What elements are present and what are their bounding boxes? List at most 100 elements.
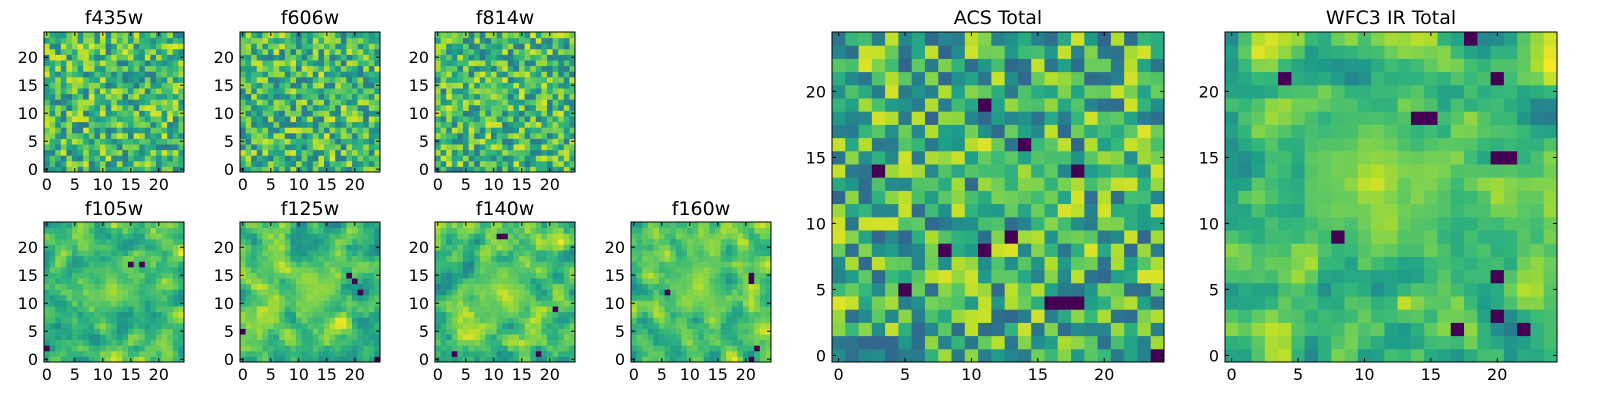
heatmap-cell [167, 138, 174, 145]
heatmap-cell [245, 127, 252, 134]
heatmap-cell [653, 266, 660, 273]
heatmap-cell [703, 272, 710, 279]
heatmap-cell [703, 238, 710, 245]
heatmap-cell [1004, 230, 1019, 244]
heatmap-cell [642, 222, 649, 229]
heatmap-cell [491, 88, 498, 95]
heatmap-cell [83, 104, 90, 111]
heatmap-cell [312, 99, 319, 106]
heatmap-cell [911, 150, 926, 165]
heatmap-cell [128, 283, 135, 290]
heatmap-cell [1031, 282, 1045, 297]
heatmap-cell [569, 37, 576, 44]
heatmap-cell [502, 328, 509, 335]
heatmap-cell [541, 255, 548, 262]
heatmap-cell [519, 311, 526, 318]
heatmap-cell [748, 222, 755, 229]
heatmap-cell [55, 255, 62, 262]
heatmap-cell [368, 334, 375, 341]
heatmap-cell [507, 71, 514, 78]
heatmap-cell [507, 121, 514, 128]
heatmap-cell [245, 356, 252, 363]
heatmap-cell [991, 335, 1006, 350]
heatmap-cell [1071, 296, 1085, 310]
heatmap-cell [440, 289, 447, 296]
heatmap-cell [55, 311, 62, 318]
heatmap-cell [172, 71, 179, 78]
heatmap-cell [77, 334, 84, 341]
heatmap-cell [161, 306, 168, 313]
heatmap-cell [324, 311, 331, 318]
heatmap-cell [463, 334, 470, 341]
heatmap-cell [240, 255, 247, 262]
heatmap-cell [307, 350, 314, 357]
heatmap-cell [513, 250, 520, 257]
heatmap-cell [535, 233, 542, 240]
heatmap-cell [301, 345, 308, 352]
heatmap-cell [105, 244, 112, 251]
heatmap-cell [352, 283, 359, 290]
heatmap-cell [374, 144, 381, 151]
heatmap-cell [167, 149, 174, 156]
heatmap-cell [167, 144, 174, 151]
heatmap-cell [139, 32, 146, 39]
heatmap-cell [670, 311, 677, 318]
heatmap-cell [552, 104, 559, 111]
heatmap-cell [964, 203, 979, 218]
heatmap-cell [530, 294, 537, 301]
heatmap-cell [1097, 296, 1112, 310]
heatmap-cell [178, 261, 185, 268]
heatmap-cell [524, 334, 531, 341]
heatmap-cell [530, 110, 537, 117]
heatmap-cell [832, 164, 846, 178]
heatmap-cell [1084, 256, 1099, 271]
heatmap-cell [451, 149, 458, 156]
heatmap-cell [659, 227, 666, 234]
heatmap-cell [240, 227, 247, 234]
heatmap-cell [72, 99, 79, 106]
heatmap-cell [541, 82, 548, 89]
heatmap-cell [535, 93, 542, 100]
heatmap-cell [563, 93, 570, 100]
heatmap-cell [312, 233, 319, 240]
heatmap-cell [245, 233, 252, 240]
heatmap-cell [284, 71, 291, 78]
heatmap-cell [245, 328, 252, 335]
heatmap-cell [290, 238, 297, 245]
heatmap-cell [675, 294, 682, 301]
heatmap-cell [692, 261, 699, 268]
heatmap-cell [363, 356, 370, 363]
heatmap-cell [352, 227, 359, 234]
heatmap-cell [318, 37, 325, 44]
heatmap-cell [513, 306, 520, 313]
heatmap-cell [858, 190, 873, 205]
heatmap-cell [991, 296, 1006, 310]
heatmap-cell [502, 138, 509, 145]
heatmap-cell [664, 294, 671, 301]
heatmap-cell [83, 155, 90, 162]
heatmap-cell [340, 132, 347, 139]
heatmap-cell [451, 306, 458, 313]
heatmap-cell [681, 261, 688, 268]
heatmap-cell [653, 255, 660, 262]
heatmap-cell [519, 322, 526, 329]
heatmap-cell [1017, 322, 1032, 337]
heatmap-cell [681, 317, 688, 324]
heatmap-cell [290, 71, 297, 78]
heatmap-cell [329, 334, 336, 341]
heatmap-cell [519, 60, 526, 67]
heatmap-cell [485, 149, 492, 156]
heatmap-cell [687, 233, 694, 240]
heatmap-cell [262, 93, 269, 100]
heatmap-cell [440, 272, 447, 279]
heatmap-cell [1057, 322, 1072, 337]
heatmap-cell [642, 300, 649, 307]
heatmap-cell [496, 244, 503, 251]
heatmap-cell [670, 300, 677, 307]
heatmap-cell [468, 250, 475, 257]
heatmap-cell [541, 160, 548, 167]
heatmap-cell [485, 166, 492, 173]
heatmap-cell [720, 328, 727, 335]
heatmap-cell [485, 289, 492, 296]
